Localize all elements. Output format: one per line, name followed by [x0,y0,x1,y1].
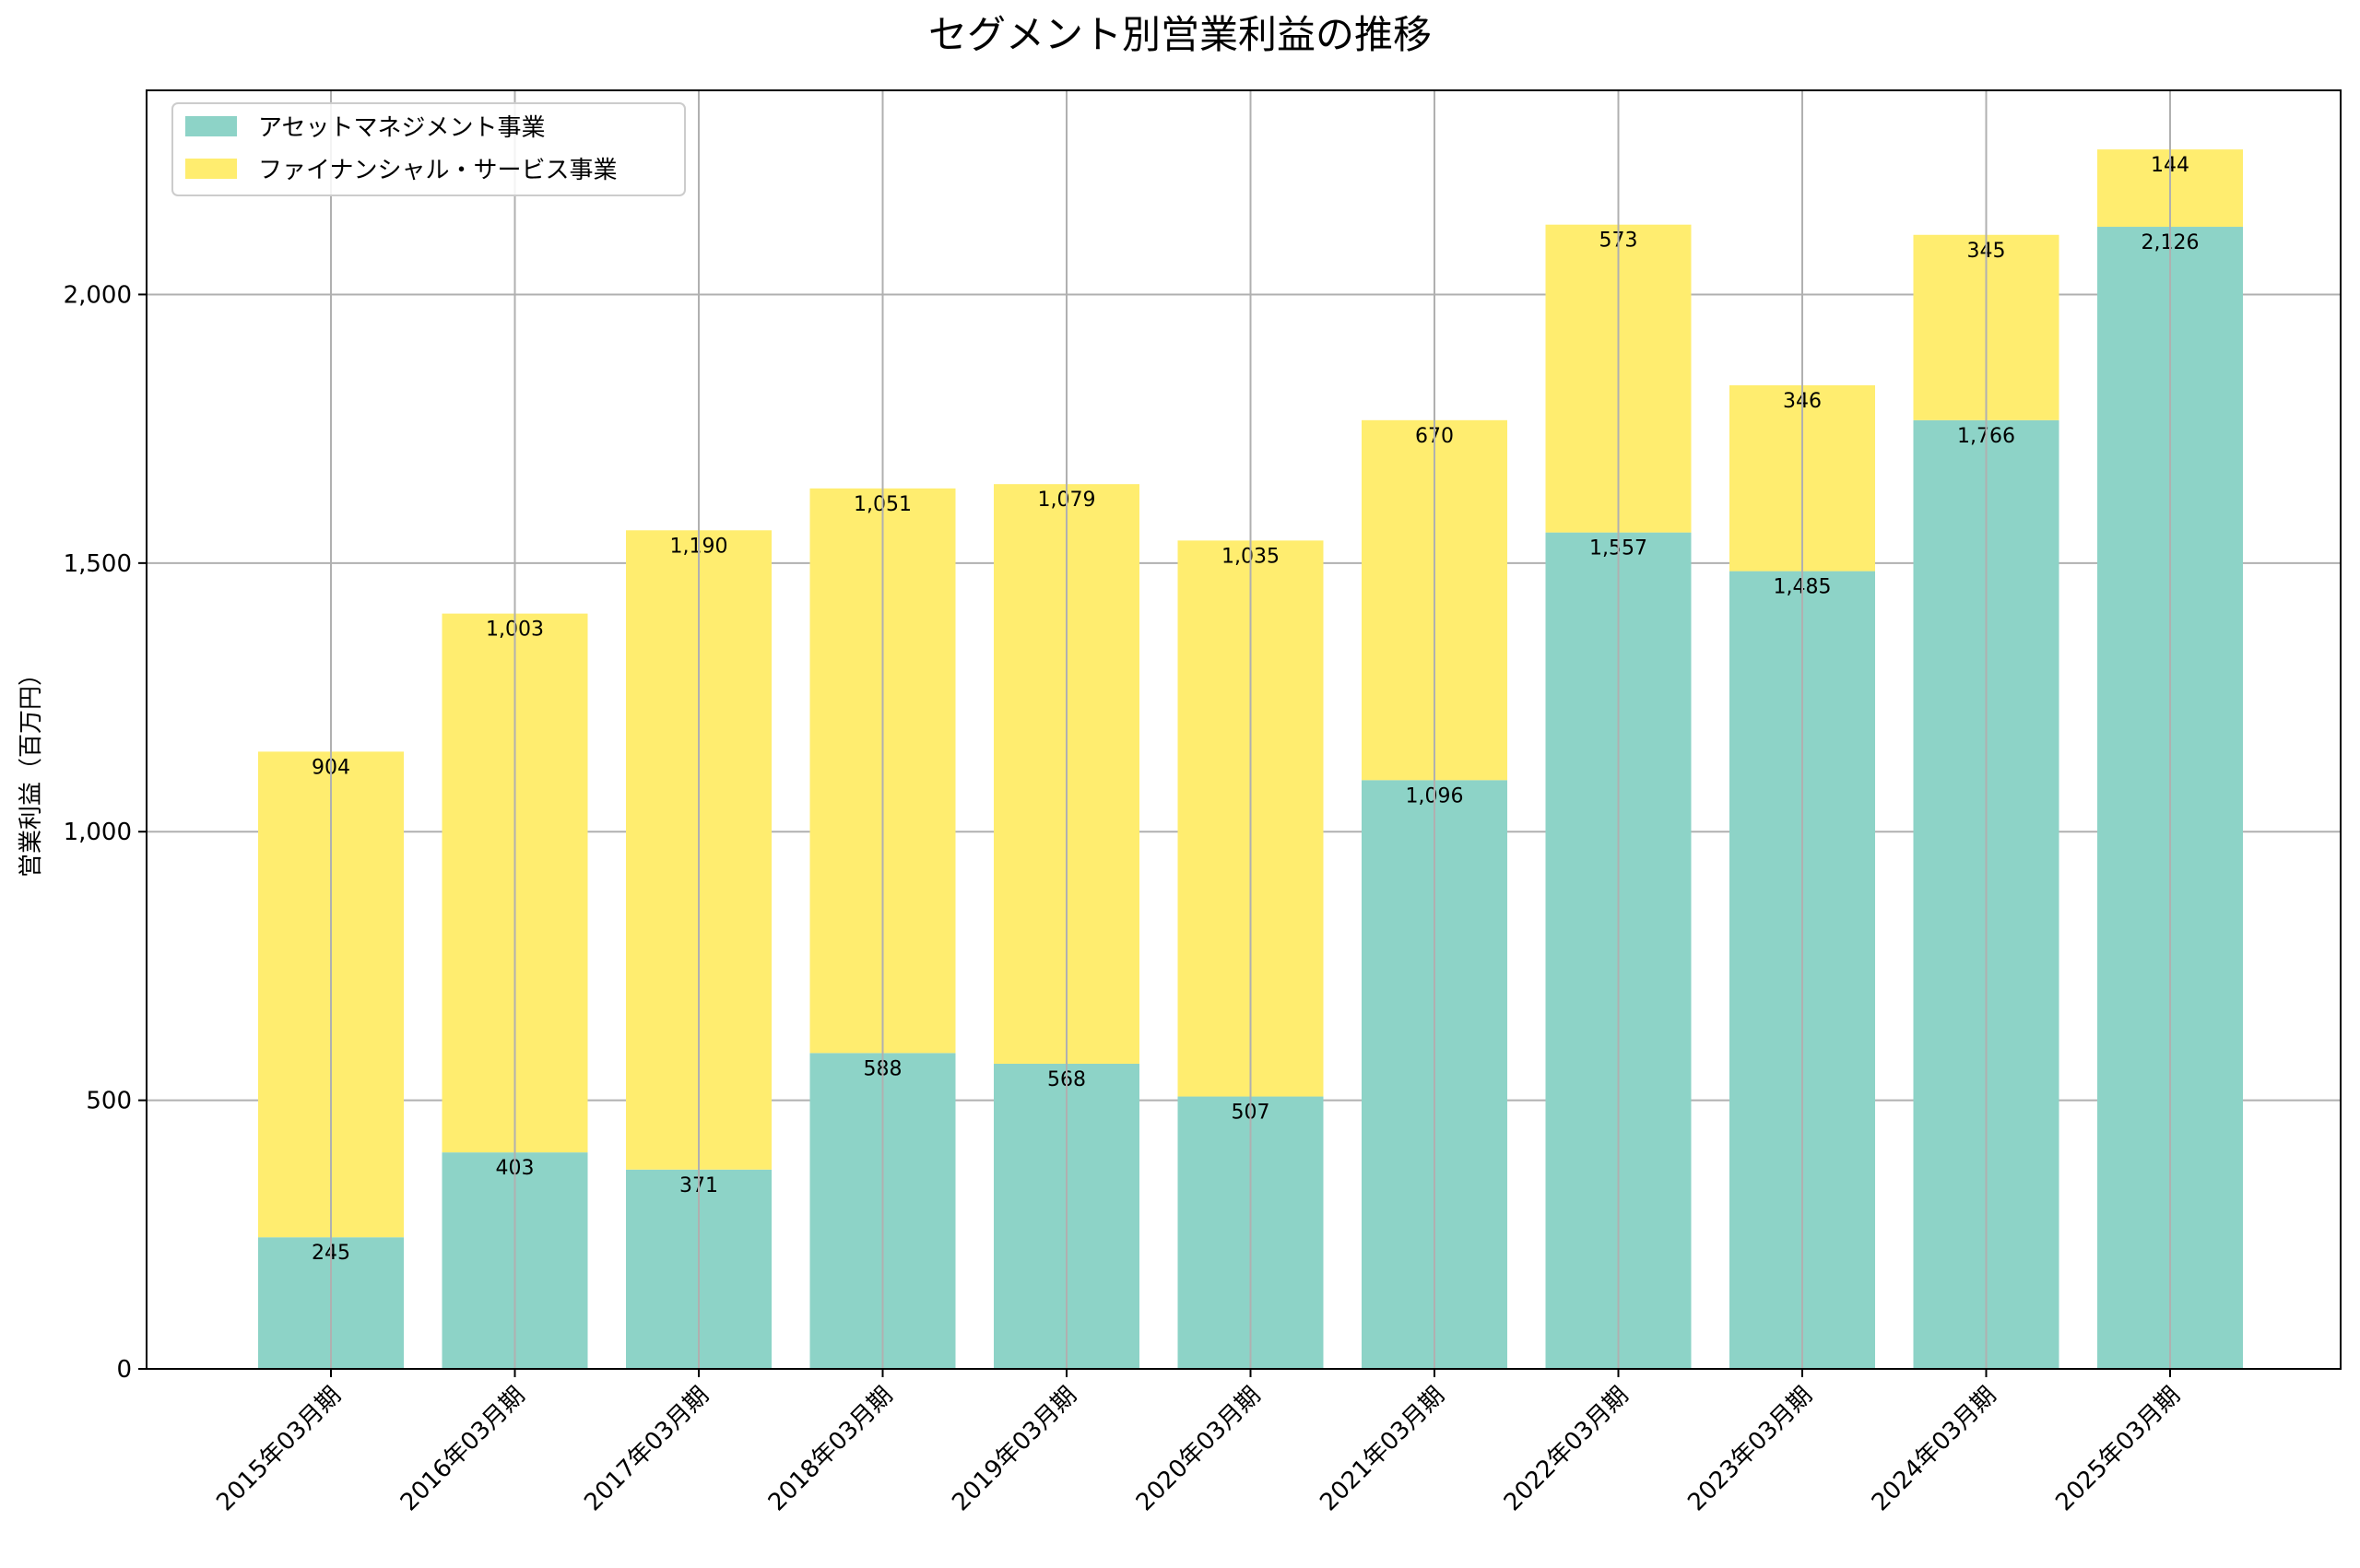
y-tick-label: 1,500 [64,550,132,578]
y-tick-label: 0 [116,1356,132,1384]
y-tick-label: 500 [86,1088,132,1115]
x-tick-label: 2023年03月期 [1682,1382,1818,1517]
legend: アセットマネジメント事業 ファイナンシャル・サービス事業 [171,102,686,196]
legend-box [171,102,686,196]
vertical-grid [330,90,2171,1369]
legend-label-financial-services: ファイナンシャル・サービス事業 [258,157,617,184]
x-axis-ticks: 2015年03月期 2016年03月期 2017年03月期 2018年03月期 2019… [211,1369,2186,1516]
y-axis-label: 営業利益（百万円） [18,662,45,878]
plot-frame [146,89,2342,1370]
x-tick-label: 2019年03月期 [947,1382,1082,1517]
x-tick-label: 2017年03月期 [579,1382,714,1517]
x-tick-label: 2021年03月期 [1315,1382,1450,1517]
x-tick-label: 2020年03月期 [1131,1382,1267,1517]
y-axis-ticks: 0 500 1,000 1,500 2,000 [64,281,147,1384]
x-tick-label: 2024年03月期 [1867,1382,2002,1517]
y-tick-label: 2,000 [64,281,132,309]
legend-swatch-asset-management [185,116,237,136]
x-tick-label: 2022年03月期 [1499,1382,1634,1517]
x-tick-label: 2025年03月期 [2050,1382,2186,1517]
legend-swatch-financial-services [185,159,237,179]
x-tick-label: 2015年03月期 [211,1382,347,1517]
chart-title: セグメント別営業利益の推移 [928,12,1432,57]
y-tick-label: 1,000 [64,819,132,846]
x-tick-label: 2018年03月期 [763,1382,899,1517]
legend-label-asset-management: アセットマネジメント事業 [258,114,545,142]
x-tick-label: 2016年03月期 [395,1382,531,1517]
